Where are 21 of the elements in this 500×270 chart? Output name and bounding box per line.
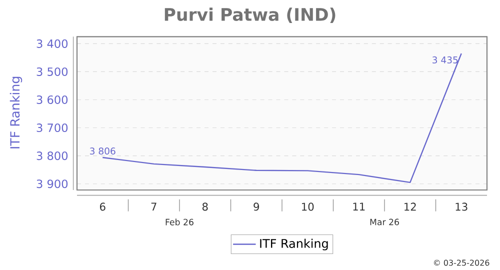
text: Feb 26: [166, 218, 194, 226]
x-tick-label: 9: [254, 202, 260, 211]
y-tick-label: 3 600: [36, 95, 68, 104]
x-tick-label: 11: [353, 202, 365, 210]
x-tick-label: 8: [202, 202, 208, 211]
x-tick-label: 6: [100, 202, 106, 211]
y-tick-label: 3 500: [36, 67, 68, 76]
y-tick-label: 3 700: [36, 124, 68, 132]
y-tick-label: 3 800: [36, 152, 68, 160]
data-label: 3 435: [432, 56, 458, 64]
x-tick-label: 12: [404, 202, 416, 211]
text: Mar 26: [370, 218, 399, 226]
x-tick-label: 10: [302, 202, 314, 211]
x-tick-label: 13: [456, 202, 468, 211]
x-tick-label: 7: [151, 202, 156, 210]
data-label: 3 806: [90, 148, 116, 155]
chart-title: Purvi Patwa (IND): [164, 8, 336, 24]
legend-label: ITF Ranking: [260, 238, 328, 250]
y-tick-label: 3 400: [36, 39, 68, 48]
y-tick-label: 3 900: [36, 180, 68, 188]
y-axis-title: ITF Ranking: [10, 76, 22, 148]
